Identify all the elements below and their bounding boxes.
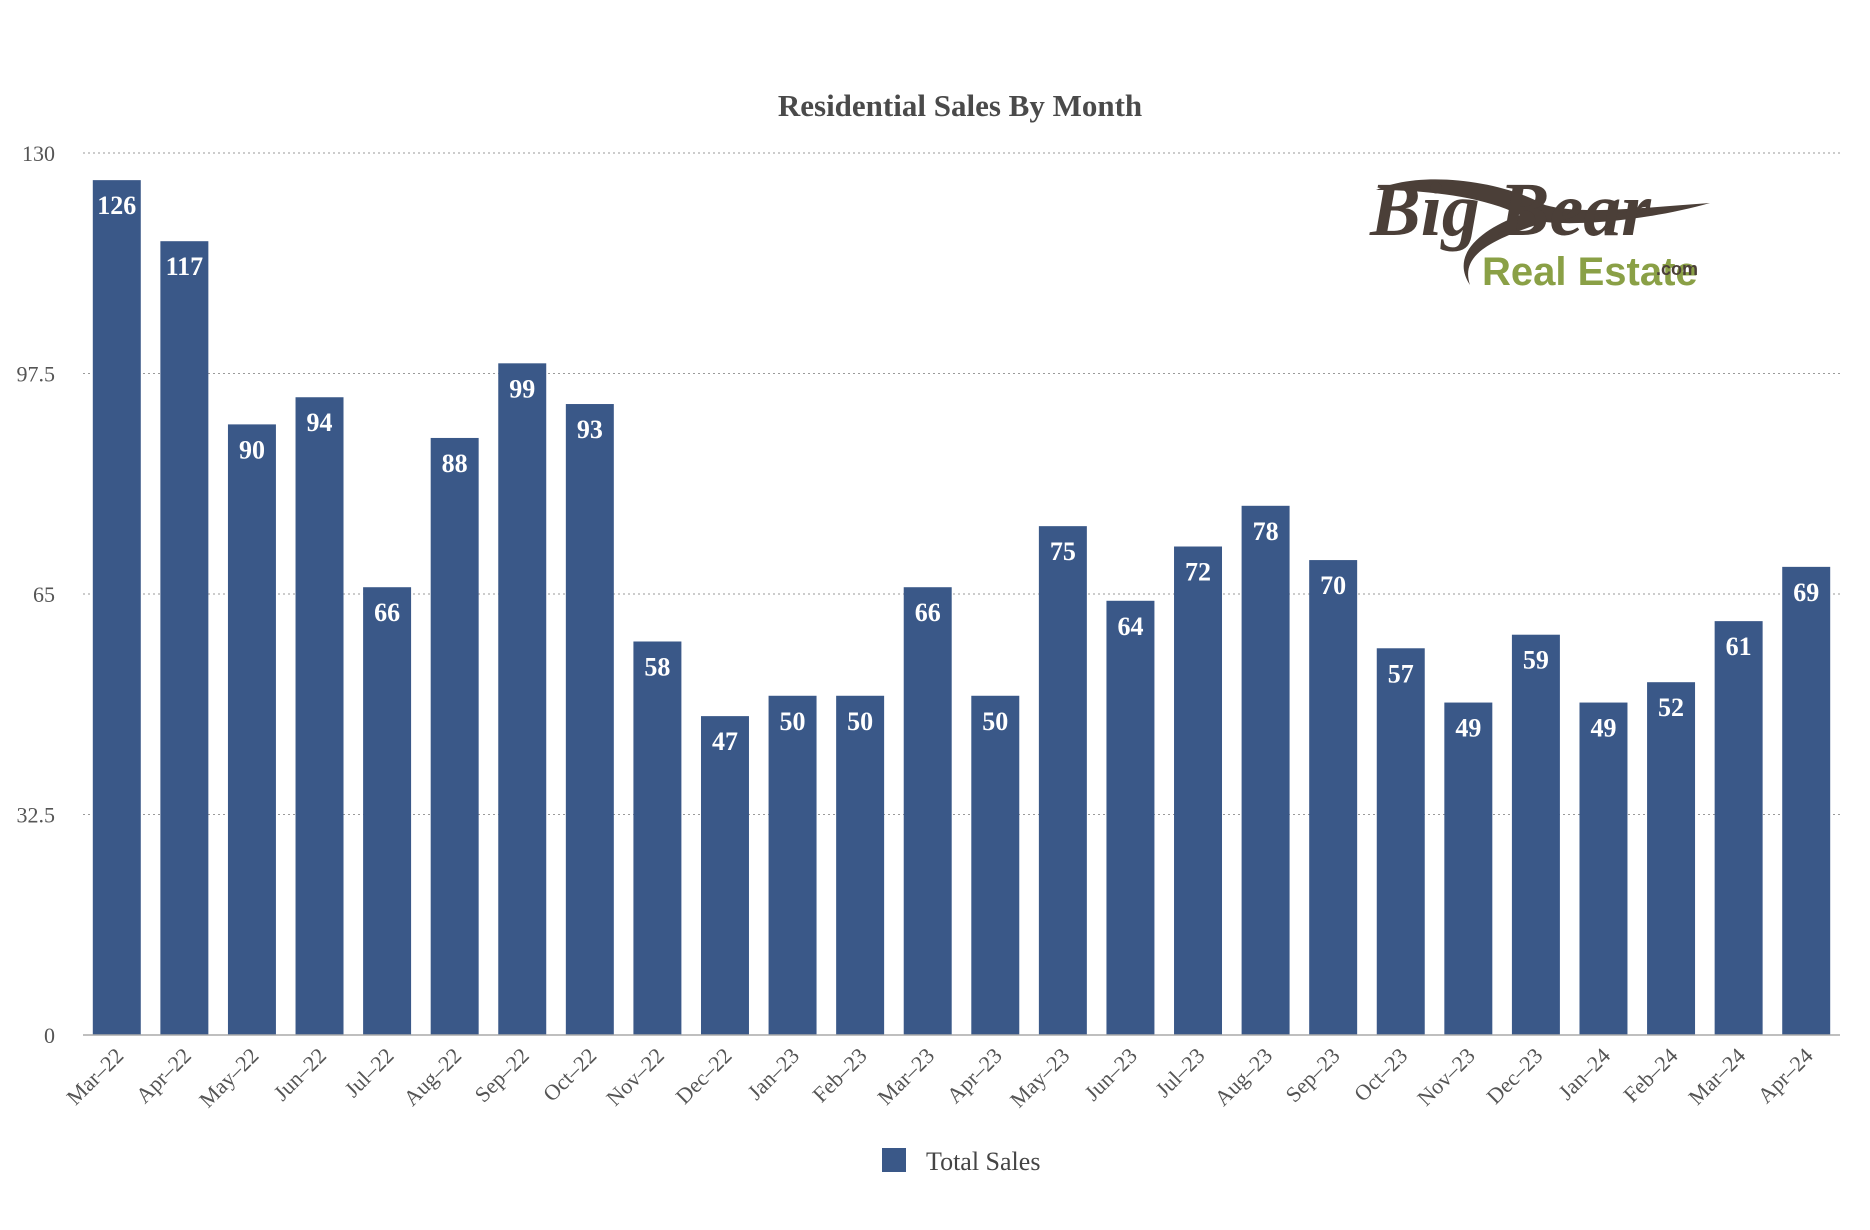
data-label: 49 xyxy=(1590,714,1616,743)
data-label: 59 xyxy=(1523,646,1549,675)
x-tick-label: Dec–23 xyxy=(1481,1043,1547,1109)
logo-line1: Big Bear xyxy=(1369,168,1652,252)
data-label: 50 xyxy=(780,707,806,736)
data-label: 117 xyxy=(166,252,204,281)
x-tick-label: Oct–23 xyxy=(1349,1043,1412,1106)
bar[interactable] xyxy=(1444,702,1493,1035)
x-tick-label: May–23 xyxy=(1005,1043,1075,1113)
data-label: 70 xyxy=(1320,571,1346,600)
x-tick-label: Jun–22 xyxy=(268,1043,331,1106)
logo-line2: Real Estate xyxy=(1482,250,1698,294)
bar[interactable] xyxy=(1106,600,1155,1035)
data-label: 57 xyxy=(1388,659,1414,688)
logo-suffix: .com xyxy=(1656,259,1698,279)
bar[interactable] xyxy=(227,424,276,1035)
bars xyxy=(92,180,1831,1036)
chart-title: Residential Sales By Month xyxy=(778,88,1142,123)
data-label: 78 xyxy=(1253,517,1279,546)
bar[interactable] xyxy=(633,641,682,1035)
bar[interactable] xyxy=(1647,682,1696,1035)
x-tick-label: May–22 xyxy=(194,1043,264,1113)
bar[interactable] xyxy=(430,437,479,1035)
x-tick-label: Apr–24 xyxy=(1753,1043,1818,1108)
legend[interactable]: Total Sales xyxy=(882,1147,1040,1176)
legend-label-total-sales: Total Sales xyxy=(926,1147,1040,1176)
data-label: 69 xyxy=(1793,578,1819,607)
x-tick-label: Apr–23 xyxy=(942,1043,1007,1108)
x-tick-label: Jun–23 xyxy=(1079,1043,1142,1106)
x-tick-label: Nov–23 xyxy=(1412,1043,1480,1111)
bar[interactable] xyxy=(700,716,749,1035)
x-tick-label: Aug–22 xyxy=(398,1043,466,1111)
x-tick-label: Mar–24 xyxy=(1683,1043,1750,1110)
x-tick-label: Mar–23 xyxy=(872,1043,939,1110)
data-label: 50 xyxy=(847,707,873,736)
bar[interactable] xyxy=(1714,621,1763,1035)
data-label: 99 xyxy=(509,374,535,403)
data-label: 72 xyxy=(1185,558,1211,587)
y-tick-label: 130 xyxy=(22,141,55,166)
x-tick-label: Sep–23 xyxy=(1280,1043,1344,1107)
bar[interactable] xyxy=(363,587,412,1035)
data-label: 75 xyxy=(1050,537,1076,566)
x-tick-label: Feb–24 xyxy=(1618,1043,1682,1107)
y-tick-label: 0 xyxy=(44,1023,55,1048)
x-tick-label: Jul–22 xyxy=(339,1043,398,1102)
data-label: 66 xyxy=(374,598,400,627)
x-tick-label: Mar–22 xyxy=(61,1043,128,1110)
x-tick-label: Nov–22 xyxy=(601,1043,669,1111)
bar[interactable] xyxy=(92,180,141,1036)
bar[interactable] xyxy=(295,397,344,1035)
x-tick-label: Sep–22 xyxy=(469,1043,533,1107)
data-label: 94 xyxy=(307,408,333,437)
y-tick-label: 65 xyxy=(33,582,55,607)
y-tick-label: 97.5 xyxy=(17,362,56,387)
bar[interactable] xyxy=(160,241,209,1035)
x-tick-label: Feb–23 xyxy=(807,1043,871,1107)
bar[interactable] xyxy=(1511,634,1560,1035)
bar[interactable] xyxy=(1241,505,1290,1035)
data-label: 49 xyxy=(1455,714,1481,743)
bar[interactable] xyxy=(971,695,1020,1035)
bar[interactable] xyxy=(1309,560,1358,1035)
x-tick-label: Dec–22 xyxy=(670,1043,736,1109)
big-bear-real-estate-logo: Big Bear Real Estate .com xyxy=(1369,168,1710,294)
logo-swoosh-shape xyxy=(1376,179,1710,285)
data-label: 64 xyxy=(1117,612,1143,641)
data-label: 66 xyxy=(915,598,941,627)
x-tick-label: Jan–23 xyxy=(742,1043,804,1105)
data-label: 88 xyxy=(442,449,468,478)
data-label: 61 xyxy=(1726,632,1752,661)
bar[interactable] xyxy=(768,695,817,1035)
x-tick-label: Aug–23 xyxy=(1209,1043,1277,1111)
y-axis-ticks: 0 32.5 65 97.5 130 xyxy=(17,141,56,1048)
bar[interactable] xyxy=(903,587,952,1035)
bar[interactable] xyxy=(1782,566,1831,1035)
bar[interactable] xyxy=(1174,546,1223,1035)
data-labels: 126 117 90 94 66 88 99 93 58 47 50 50 66 50 75 64 72 78 70… xyxy=(97,191,1819,756)
bar[interactable] xyxy=(1579,702,1628,1035)
x-tick-label: Jul–23 xyxy=(1150,1043,1209,1102)
bar[interactable] xyxy=(498,363,547,1035)
data-label: 47 xyxy=(712,727,738,756)
data-label: 93 xyxy=(577,415,603,444)
data-label: 90 xyxy=(239,435,265,464)
legend-swatch-total-sales xyxy=(882,1148,906,1172)
x-tick-label: Apr–22 xyxy=(131,1043,196,1108)
x-tick-label: Jan–24 xyxy=(1553,1043,1615,1105)
data-label: 126 xyxy=(97,191,136,220)
bar[interactable] xyxy=(565,404,614,1035)
bar[interactable] xyxy=(1376,648,1425,1035)
data-label: 52 xyxy=(1658,693,1684,722)
bar[interactable] xyxy=(1038,526,1087,1035)
data-label: 58 xyxy=(644,652,670,681)
data-label: 50 xyxy=(982,707,1008,736)
x-tick-label: Oct–22 xyxy=(538,1043,601,1106)
bar[interactable] xyxy=(836,695,885,1035)
y-tick-label: 32.5 xyxy=(17,803,56,828)
